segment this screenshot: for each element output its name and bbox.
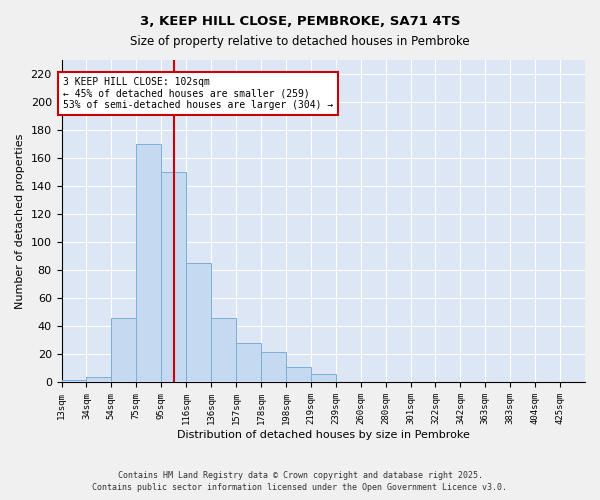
Y-axis label: Number of detached properties: Number of detached properties: [15, 134, 25, 309]
Text: Size of property relative to detached houses in Pembroke: Size of property relative to detached ho…: [130, 35, 470, 48]
Text: Contains HM Land Registry data © Crown copyright and database right 2025.
Contai: Contains HM Land Registry data © Crown c…: [92, 470, 508, 492]
X-axis label: Distribution of detached houses by size in Pembroke: Distribution of detached houses by size …: [177, 430, 470, 440]
Text: 3 KEEP HILL CLOSE: 102sqm
← 45% of detached houses are smaller (259)
53% of semi: 3 KEEP HILL CLOSE: 102sqm ← 45% of detac…: [63, 77, 333, 110]
Bar: [62, 380, 86, 382]
Bar: [236, 343, 261, 382]
Bar: [86, 377, 112, 382]
Bar: [161, 172, 186, 382]
Bar: [261, 352, 286, 382]
Bar: [136, 144, 161, 382]
Bar: [286, 367, 311, 382]
Bar: [311, 374, 336, 382]
Bar: [211, 318, 236, 382]
Bar: [112, 318, 136, 382]
Bar: [186, 264, 211, 382]
Text: 3, KEEP HILL CLOSE, PEMBROKE, SA71 4TS: 3, KEEP HILL CLOSE, PEMBROKE, SA71 4TS: [140, 15, 460, 28]
